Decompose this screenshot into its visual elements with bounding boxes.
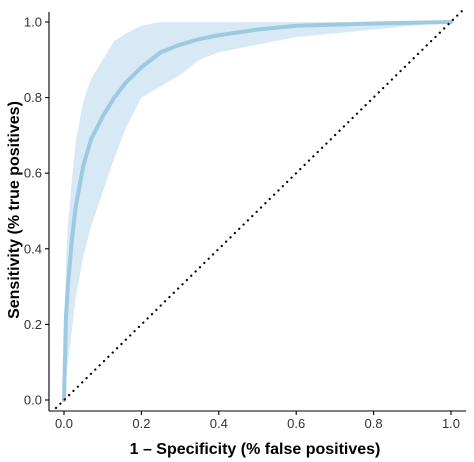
confidence-band-layer: [64, 22, 451, 400]
y-tick-label: 0.8: [24, 90, 42, 105]
roc-curve: [62, 20, 453, 402]
x-tick-label: 0.2: [132, 416, 150, 431]
x-ticks: 0.0 0.2 0.4 0.6 0.8 1.0: [55, 411, 460, 431]
x-axis-title: 1 – Specificity (% false positives): [130, 441, 381, 458]
y-tick-label: 0.6: [24, 166, 42, 181]
confidence-band: [64, 22, 451, 400]
y-tick-label: 0.2: [24, 317, 42, 332]
x-tick-label: 0.4: [210, 416, 228, 431]
y-tick-label: 0.4: [24, 241, 42, 256]
y-tick-label: 0.0: [24, 393, 42, 408]
y-ticks: 0.0 0.2 0.4 0.6 0.8 1.0: [24, 15, 49, 408]
x-tick-label: 0.0: [55, 416, 73, 431]
y-tick-label: 1.0: [24, 15, 42, 30]
roc-curve-layer: [62, 20, 453, 402]
y-axis-title: Sensitivity (% true positives): [6, 101, 23, 319]
x-tick-label: 0.6: [287, 416, 305, 431]
x-tick-label: 0.8: [365, 416, 383, 431]
x-tick-label: 1.0: [442, 416, 460, 431]
